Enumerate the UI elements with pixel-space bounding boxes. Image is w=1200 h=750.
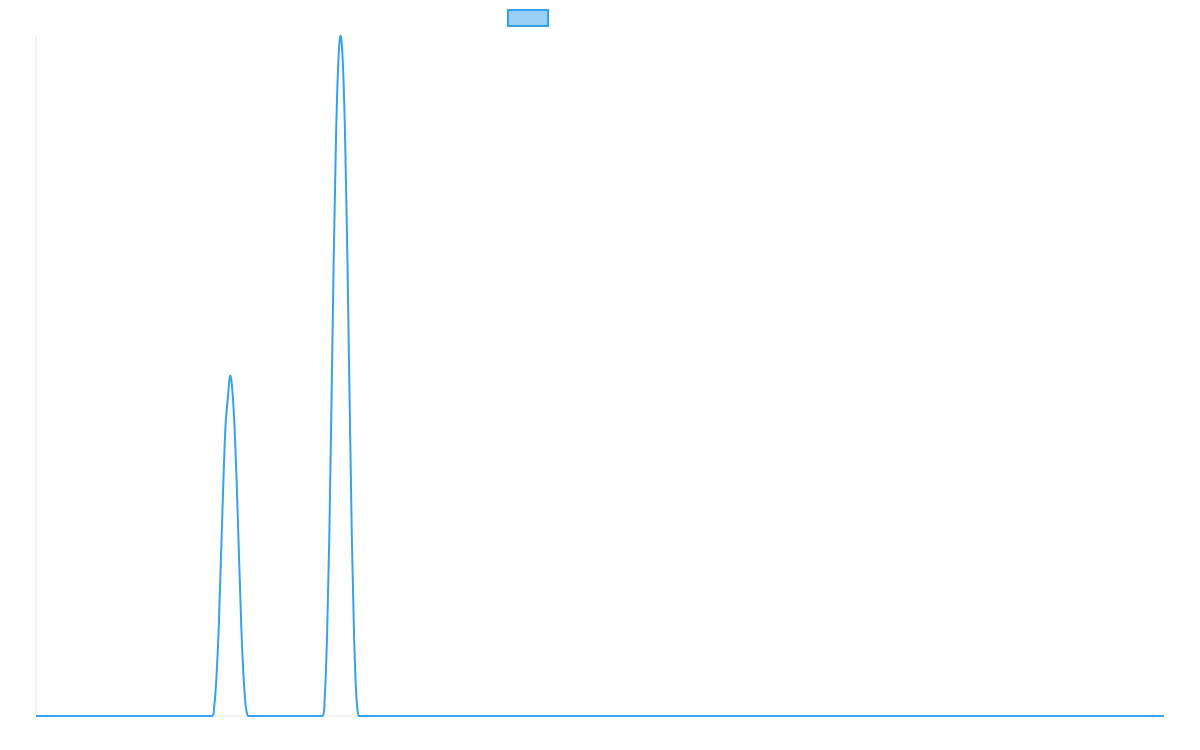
axes bbox=[35, 36, 1164, 717]
legend-swatch[interactable] bbox=[507, 9, 549, 27]
legend[interactable] bbox=[507, 9, 549, 27]
series-layer bbox=[36, 35, 1164, 718]
series-line bbox=[36, 35, 1164, 718]
